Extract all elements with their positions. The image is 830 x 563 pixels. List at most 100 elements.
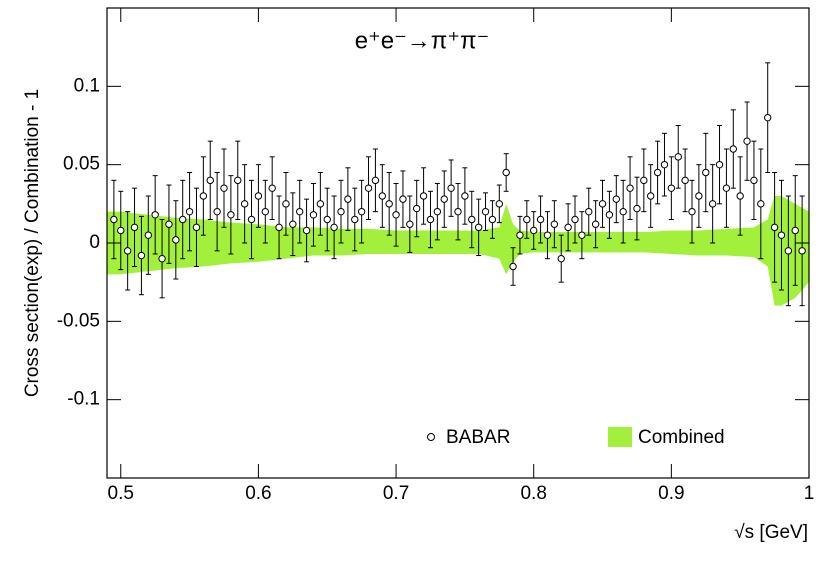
data-point <box>481 207 490 216</box>
data-point <box>702 168 710 177</box>
data-point <box>227 211 235 219</box>
data-point <box>750 176 758 185</box>
data-point <box>351 215 359 224</box>
data-point <box>777 231 786 239</box>
data-point <box>798 247 806 255</box>
data-point <box>330 223 338 232</box>
data-point <box>619 207 627 216</box>
data-point <box>137 251 146 260</box>
data-point <box>371 176 380 185</box>
data-point <box>220 184 228 192</box>
y-tick-label: 0 <box>89 232 100 253</box>
chart-title: e⁺e⁻→π⁺π⁻ <box>355 27 489 54</box>
data-point <box>309 211 318 219</box>
data-point <box>640 176 648 185</box>
x-tick-label: 0.6 <box>245 483 271 504</box>
combined-band <box>107 196 809 306</box>
data-point <box>357 207 366 216</box>
data-point <box>172 236 180 244</box>
data-point <box>179 215 187 224</box>
data-point <box>757 200 765 208</box>
legend-marker <box>427 433 435 441</box>
data-point <box>213 207 221 216</box>
data-point <box>715 160 724 169</box>
data-point <box>591 220 600 228</box>
data-point <box>426 215 435 224</box>
legend-label: BABAR <box>446 427 510 448</box>
data-point <box>399 195 407 203</box>
data-point <box>647 192 655 200</box>
data-point <box>110 215 118 224</box>
data-point <box>254 192 263 200</box>
data-point <box>674 153 682 161</box>
data-point <box>557 254 565 263</box>
data-point <box>530 226 538 235</box>
data-point <box>433 207 442 216</box>
data-point <box>474 223 483 232</box>
data-point <box>117 226 125 235</box>
data-point <box>392 211 400 219</box>
data-point <box>144 231 152 239</box>
data-point <box>268 184 276 192</box>
data-point <box>378 192 386 200</box>
y-axis-label: Cross section(exp) / Combination - 1 <box>22 89 43 397</box>
x-tick-label: 0.5 <box>108 483 134 504</box>
data-point <box>770 223 779 232</box>
data-point <box>502 168 510 177</box>
data-point <box>185 207 194 216</box>
data-point <box>667 184 676 192</box>
x-tick-label: 1 <box>804 483 815 504</box>
x-tick-label: 0.9 <box>658 483 684 504</box>
data-point <box>626 184 634 192</box>
data-point <box>523 215 531 224</box>
data-point <box>192 223 201 232</box>
data-point <box>784 247 793 255</box>
data-point <box>419 192 428 200</box>
data-point <box>743 137 751 145</box>
data-point <box>130 223 139 232</box>
data-point <box>461 192 469 200</box>
data-point <box>165 220 173 228</box>
data-point <box>206 176 214 185</box>
data-point <box>729 145 737 153</box>
data-point <box>385 200 393 208</box>
data-point <box>633 204 641 213</box>
x-tick-label: 0.7 <box>383 483 409 504</box>
y-tick-label: 0.1 <box>74 75 100 96</box>
data-point <box>296 207 304 216</box>
y-tick-label: 0.05 <box>63 154 100 175</box>
data-point <box>406 220 414 228</box>
data-point <box>316 200 325 208</box>
data-point <box>323 215 331 224</box>
data-point <box>612 195 620 203</box>
x-tick-label: 0.8 <box>520 483 546 504</box>
data-point <box>536 215 545 224</box>
legend-swatch <box>608 427 632 447</box>
x-axis-label: √s [GeV] <box>734 522 808 543</box>
data-point <box>550 220 559 228</box>
data-point <box>578 231 586 239</box>
data-point <box>454 207 462 216</box>
data-point <box>495 200 503 208</box>
data-point <box>598 200 607 208</box>
data-point <box>468 215 476 224</box>
data-point <box>488 215 497 224</box>
data-point <box>695 192 703 200</box>
data-point <box>660 160 669 169</box>
data-point <box>688 207 696 216</box>
data-point <box>199 192 208 200</box>
data-point <box>564 223 572 232</box>
y-tick-label: -0.1 <box>67 389 100 410</box>
data-point <box>708 200 717 208</box>
data-point <box>302 226 311 235</box>
data-point <box>509 262 517 271</box>
data-point <box>516 231 524 239</box>
data-point <box>344 195 352 203</box>
data-point <box>234 176 242 185</box>
data-point <box>447 184 455 192</box>
data-point <box>261 207 269 216</box>
data-point <box>585 207 593 216</box>
data-point <box>240 200 249 208</box>
data-point <box>247 215 256 224</box>
data-point <box>151 211 159 219</box>
